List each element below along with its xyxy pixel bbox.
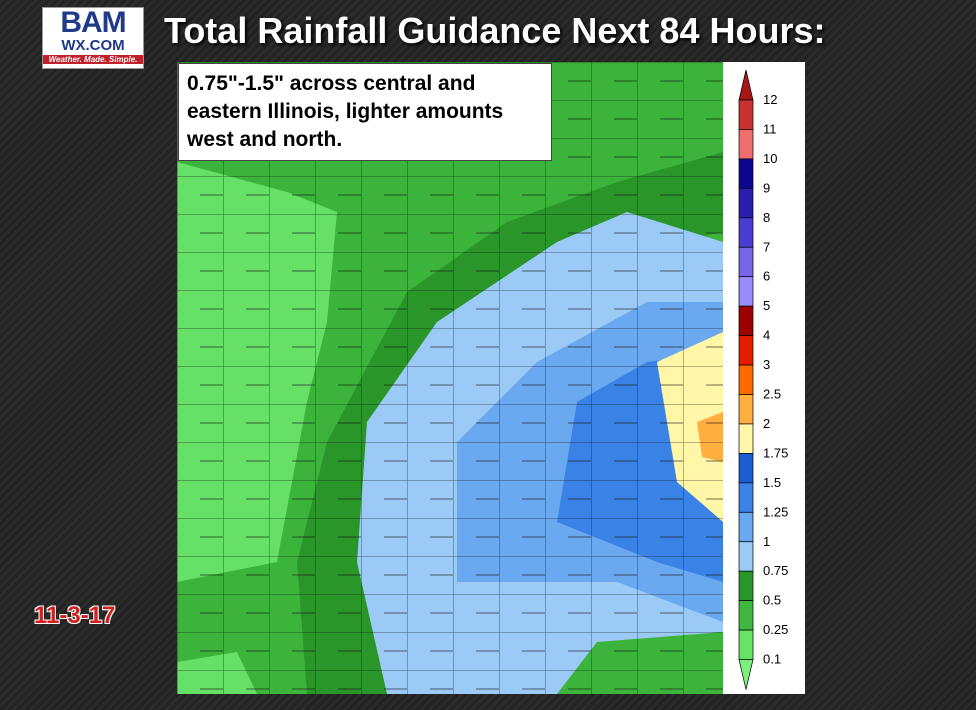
logo-site: WX.COM <box>61 37 125 54</box>
colorbar-label: 3 <box>763 357 770 372</box>
colorbar-cell <box>738 511 754 543</box>
colorbar-cell <box>738 364 754 395</box>
colorbar-cell <box>738 158 754 189</box>
colorbar-cell <box>738 629 754 660</box>
colorbar-cell <box>738 394 754 425</box>
logo-mark: BAM <box>60 6 126 39</box>
colorbar-cell <box>738 541 754 572</box>
colorbar-cell <box>738 453 754 484</box>
annotation-box: 0.75"-1.5" across central and eastern Il… <box>178 63 552 161</box>
colorbar-cell <box>738 335 754 366</box>
colorbar-cell <box>738 246 754 278</box>
colorbar-label: 2 <box>763 416 770 431</box>
colorbar-cell <box>738 99 754 130</box>
colorbar-cell <box>738 482 754 513</box>
colorbar-cell <box>738 217 754 248</box>
colorbar-label: 5 <box>763 298 770 313</box>
colorbar-label: 1.25 <box>763 504 788 519</box>
colorbar-label: 6 <box>763 269 770 284</box>
colorbar-label: 0.5 <box>763 593 781 608</box>
colorbar-cell <box>738 305 754 336</box>
colorbar-cell <box>738 570 754 602</box>
colorbar-label: 8 <box>763 210 770 225</box>
colorbar-label: 1.75 <box>763 445 788 460</box>
colorbar-label: 9 <box>763 180 770 195</box>
colorbar-label: 0.25 <box>763 622 788 637</box>
colorbar-cell <box>738 129 754 160</box>
colorbar-label: 11 <box>763 121 777 136</box>
logo-tagline: Weather. Made. Simple. <box>43 55 143 64</box>
colorbar-label: 12 <box>763 92 777 107</box>
colorbar-label: 7 <box>763 239 770 254</box>
colorbar-cell <box>738 600 754 631</box>
colorbar: 12 11 10 9 8 7 6 5 4 3 2.5 2 1.75 1.5 1.25 1 0.75 0.5 0.25… <box>723 62 805 694</box>
title: Total Rainfall Guidance Next 84 Hours: <box>164 10 826 51</box>
colorbar-label: 10 <box>763 151 777 166</box>
colorbar-label: 1 <box>763 534 770 549</box>
colorbar-label: 4 <box>763 328 770 343</box>
colorbar-panel <box>723 62 805 694</box>
rain-map <box>177 62 723 694</box>
colorbar-cell <box>738 276 754 307</box>
colorbar-cell <box>738 423 754 454</box>
colorbar-cap <box>738 659 754 690</box>
colorbar-label: 2.5 <box>763 387 781 402</box>
colorbar-label: 0.75 <box>763 563 788 578</box>
logo: BAM WX.COM Weather. Made. Simple. <box>42 7 144 69</box>
colorbar-label: 1.5 <box>763 475 781 490</box>
colorbar-label: 0.1 <box>763 652 781 667</box>
colorbar-cell <box>738 187 754 219</box>
date: 11-3-17 <box>34 602 116 629</box>
